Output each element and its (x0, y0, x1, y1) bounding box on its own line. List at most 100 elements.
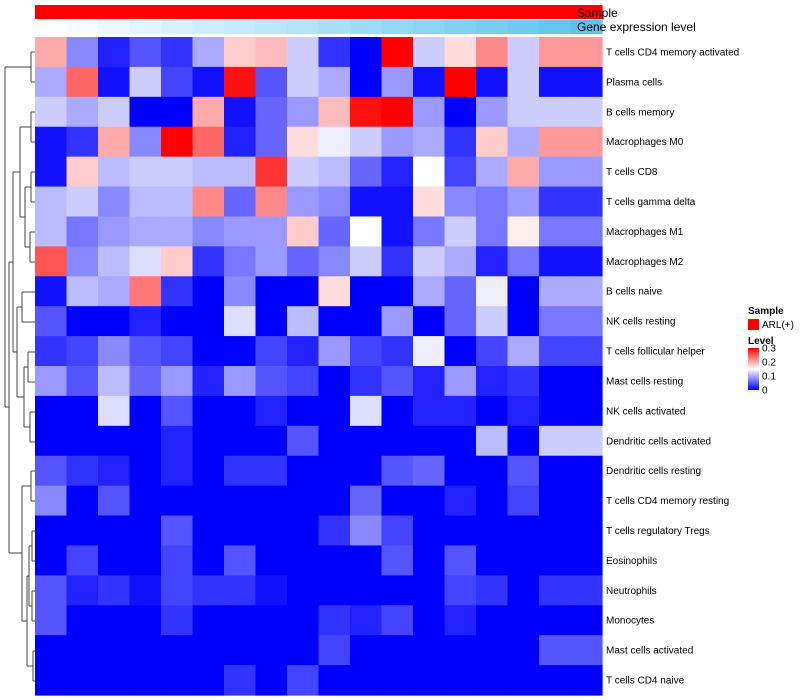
heatmap-cell (98, 665, 131, 696)
heatmap-cell (129, 276, 162, 307)
heatmap-cell (98, 66, 131, 98)
heatmap-cell (98, 216, 131, 247)
heatmap-cell (224, 156, 257, 188)
heatmap-cell (476, 575, 509, 606)
heatmap-cell (350, 336, 383, 367)
heatmap-cell (318, 66, 351, 98)
heatmap-cell (381, 126, 414, 158)
sample-annotation-cell (570, 5, 603, 19)
heatmap-grid (35, 37, 603, 696)
heatmap-cell (350, 515, 383, 547)
heatmap-cell (66, 276, 99, 307)
heatmap-cell (444, 96, 477, 128)
heatmap-cell (255, 366, 288, 397)
heatmap-cell (381, 455, 414, 487)
heatmap-cell (381, 156, 414, 188)
gene-expression-annotation-cell (66, 20, 99, 34)
heatmap-cell (161, 635, 194, 666)
row-label: Eosinophils (606, 556, 657, 567)
gene-expression-annotation-cell (413, 20, 446, 34)
sample-annotation-cell (161, 5, 194, 19)
gene-expression-annotation-cell (507, 20, 540, 34)
heatmap-cell (66, 575, 99, 606)
heatmap-cell (570, 425, 603, 457)
heatmap-cell (35, 395, 68, 427)
heatmap-cell (66, 545, 99, 576)
heatmap-cell (539, 126, 572, 158)
heatmap-cell (539, 635, 572, 666)
heatmap-cell (287, 605, 320, 636)
heatmap-cell (350, 276, 383, 307)
sample-annotation-cell (413, 5, 446, 19)
heatmap-cell (66, 186, 99, 218)
heatmap-cell (507, 545, 540, 576)
heatmap-cell (350, 156, 383, 188)
heatmap-cell (129, 66, 162, 98)
heatmap-cell (539, 246, 572, 277)
heatmap-cell (192, 515, 225, 547)
gene-expression-annotation-cell (381, 20, 414, 34)
heatmap-cell (444, 126, 477, 158)
heatmap-cell (192, 425, 225, 457)
heatmap-cell (224, 425, 257, 457)
heatmap-cell (98, 186, 131, 218)
heatmap-cell (539, 485, 572, 517)
heatmap-cell (539, 96, 572, 128)
heatmap-cell (224, 665, 257, 696)
heatmap-cell (570, 216, 603, 247)
heatmap-cell (192, 126, 225, 158)
heatmap-cell (255, 216, 288, 247)
heatmap-cell (318, 126, 351, 158)
heatmap-cell (507, 246, 540, 277)
heatmap-cell (413, 665, 446, 696)
heatmap-cell (539, 336, 572, 367)
heatmap-cell (287, 515, 320, 547)
heatmap-cell (444, 276, 477, 307)
heatmap-cell (98, 605, 131, 636)
heatmap-cell (381, 216, 414, 247)
heatmap-cell (350, 37, 383, 68)
heatmap-cell (192, 665, 225, 696)
heatmap-cell (476, 216, 509, 247)
heatmap-cell (444, 605, 477, 636)
heatmap-cell (444, 575, 477, 606)
sample-annotation-cell (192, 5, 225, 19)
heatmap-cell (507, 605, 540, 636)
heatmap-cell (413, 96, 446, 128)
heatmap-cell (35, 216, 68, 247)
heatmap-cell (539, 395, 572, 427)
sample-annotation-cell (350, 5, 383, 19)
heatmap-cell (35, 485, 68, 517)
heatmap-cell (476, 635, 509, 666)
heatmap-cell (255, 605, 288, 636)
sample-legend-label: ARL(+) (762, 320, 794, 331)
heatmap-cell (413, 336, 446, 367)
level-legend-tick-label: 0.1 (762, 372, 776, 383)
heatmap-cell (570, 366, 603, 397)
heatmap-cell (66, 66, 99, 98)
heatmap-cell (66, 635, 99, 666)
heatmap-cell (444, 246, 477, 277)
gene-expression-annotation-cell (350, 20, 383, 34)
gene-expression-annotation-cell (192, 20, 225, 34)
heatmap-cell (413, 306, 446, 337)
heatmap-cell (350, 216, 383, 247)
heatmap-cell (539, 216, 572, 247)
heatmap-cell (35, 366, 68, 397)
heatmap-cell (161, 37, 194, 68)
heatmap-cell (192, 575, 225, 606)
heatmap-cell (66, 216, 99, 247)
gene-expression-annotation-cell (98, 20, 131, 34)
heatmap-cell (539, 515, 572, 547)
gene-expression-annotation-bar (35, 20, 603, 34)
row-label: Mast cells activated (606, 646, 693, 657)
heatmap-cell (287, 246, 320, 277)
heatmap-cell (161, 96, 194, 128)
heatmap-cell (98, 515, 131, 547)
heatmap-cell (192, 186, 225, 218)
heatmap-cell (444, 515, 477, 547)
heatmap-cell (381, 395, 414, 427)
heatmap-cell (444, 635, 477, 666)
heatmap-cell (129, 156, 162, 188)
